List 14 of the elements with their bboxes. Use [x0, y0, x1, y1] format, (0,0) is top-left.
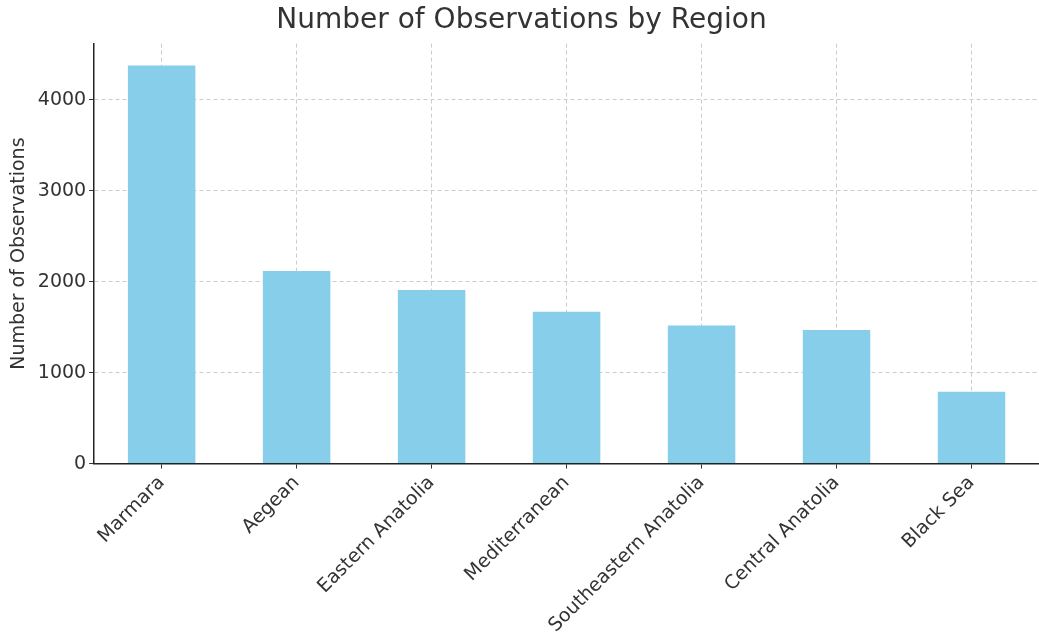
y-tick-label: 0	[74, 450, 87, 473]
y-axis-title: Number of Observations	[6, 137, 29, 370]
y-tick-label: 4000	[37, 86, 87, 109]
y-tick-label: 2000	[37, 268, 87, 291]
bar	[127, 65, 196, 464]
bar	[667, 325, 736, 464]
y-tick-label: 1000	[37, 359, 87, 382]
chart-title: Number of Observations by Region	[276, 2, 767, 36]
y-tick-label: 3000	[37, 177, 87, 200]
bar	[802, 329, 871, 464]
bar	[262, 270, 331, 464]
bar	[397, 289, 466, 464]
bar	[532, 311, 601, 464]
bar	[937, 391, 1006, 464]
